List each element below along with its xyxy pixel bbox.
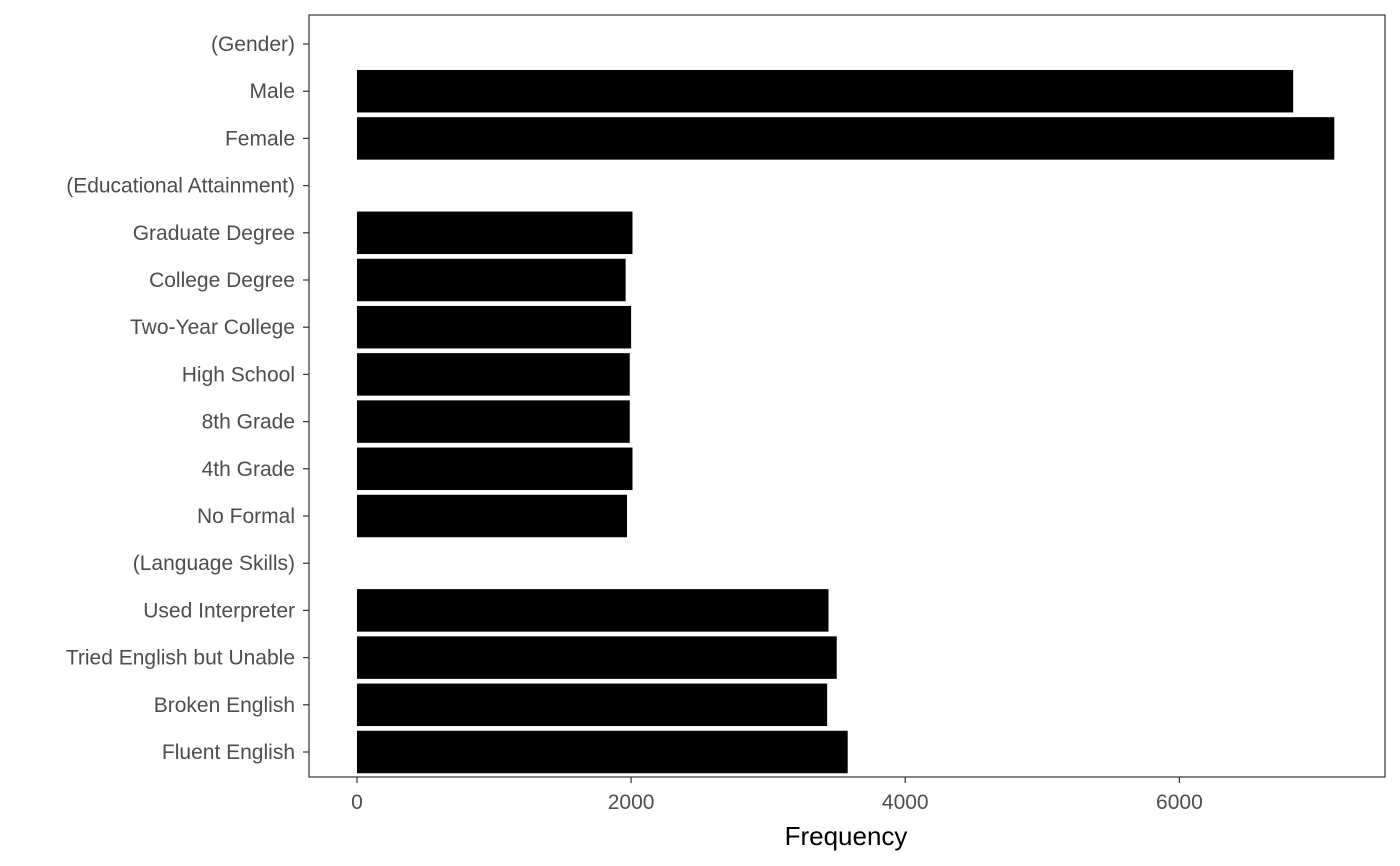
bar-fluent-english: [356, 730, 848, 774]
bar-graduate-degree: [356, 211, 633, 255]
y-tick-label-fluent-english: Fluent English: [162, 741, 295, 764]
x-tick-label-6000: 6000: [1156, 791, 1203, 814]
bar-college-degree: [356, 258, 626, 302]
y-axis: (Gender) Male Female (Educational Attainmen…: [66, 33, 309, 764]
y-tick-label-high-school: High School: [182, 363, 295, 386]
plot-panel-border: [308, 14, 1386, 778]
y-tick-label-no-formal: No Formal: [197, 505, 295, 528]
x-axis-title: Frequency: [785, 821, 908, 851]
y-tick-label-broken-english: Broken English: [154, 694, 295, 717]
y-tick-label-used-interpreter: Used Interpreter: [143, 599, 295, 622]
x-tick-label-0: 0: [351, 791, 363, 814]
y-tick-label-educational-attainment: (Educational Attainment): [66, 175, 295, 198]
bar-male: [356, 69, 1294, 113]
y-tick-label-4th-grade: 4th Grade: [202, 458, 295, 481]
bar-4th-grade: [356, 447, 633, 491]
y-tick-label-gender: (Gender): [211, 33, 295, 56]
x-tick-label-4000: 4000: [882, 791, 929, 814]
bar-high-school: [356, 353, 630, 396]
bar-tried-english-but-unable: [356, 636, 837, 679]
y-tick-label-graduate-degree: Graduate Degree: [133, 222, 295, 245]
y-tick-label-male: Male: [249, 80, 295, 103]
x-tick-label-2000: 2000: [608, 791, 655, 814]
x-axis: 0 2000 4000 6000: [351, 777, 1203, 814]
y-tick-label-8th-grade: 8th Grade: [202, 411, 295, 434]
y-tick-label-language-skills: (Language Skills): [133, 552, 295, 575]
y-tick-label-tried-english-but-unable: Tried English but Unable: [66, 647, 295, 670]
bar-used-interpreter: [356, 589, 829, 632]
bars-layer: [356, 69, 1335, 774]
y-tick-label-two-year-college: Two-Year College: [130, 316, 295, 339]
bar-two-year-college: [356, 305, 632, 349]
bar-8th-grade: [356, 400, 630, 443]
bar-broken-english: [356, 683, 828, 727]
bar-female: [356, 117, 1335, 160]
bar-no-formal: [356, 494, 628, 538]
y-tick-label-female: Female: [225, 127, 295, 150]
y-tick-label-college-degree: College Degree: [149, 269, 295, 292]
